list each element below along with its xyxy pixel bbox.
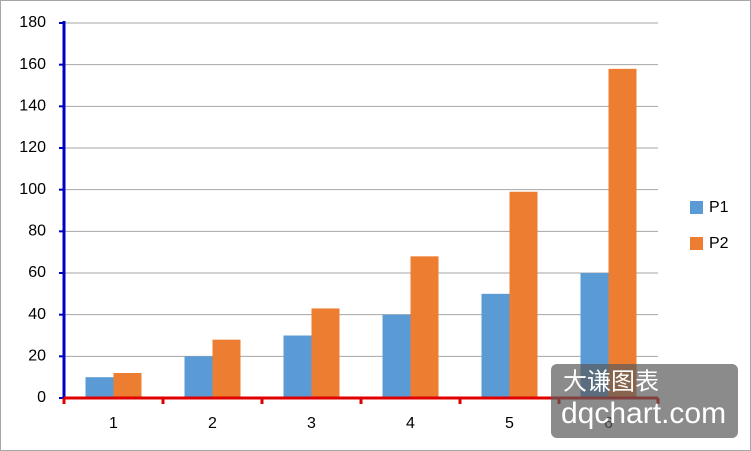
legend-swatch bbox=[690, 201, 703, 214]
y-tick-label: 160 bbox=[19, 56, 46, 73]
y-tick-label: 80 bbox=[28, 223, 46, 240]
x-tick-label: 5 bbox=[505, 415, 514, 432]
bar bbox=[382, 314, 411, 398]
bar bbox=[184, 356, 213, 398]
watermark-text: 大谦图表 bbox=[563, 368, 659, 395]
y-tick-label: 100 bbox=[19, 181, 46, 198]
y-tick-label: 0 bbox=[37, 389, 46, 406]
y-tick-label: 140 bbox=[19, 98, 46, 115]
x-tick-label: 3 bbox=[307, 415, 316, 432]
x-tick-label: 1 bbox=[109, 415, 118, 432]
x-tick-label: 4 bbox=[406, 415, 415, 432]
bar bbox=[509, 191, 538, 398]
y-tick-label: 40 bbox=[28, 306, 46, 323]
bar bbox=[212, 339, 241, 398]
bar bbox=[410, 256, 439, 398]
bar bbox=[85, 377, 114, 398]
legend-label: P2 bbox=[709, 235, 729, 252]
bar bbox=[283, 335, 312, 398]
y-tick-label: 20 bbox=[28, 348, 46, 365]
y-tick-label: 180 bbox=[19, 14, 46, 31]
legend-label: P1 bbox=[709, 199, 729, 216]
legend-swatch bbox=[690, 237, 703, 250]
bar bbox=[113, 373, 142, 398]
bar bbox=[481, 293, 510, 398]
watermark-box bbox=[551, 364, 738, 438]
bar bbox=[311, 308, 340, 398]
watermark-text: dqchart.com bbox=[561, 397, 726, 430]
y-tick-label: 60 bbox=[28, 264, 46, 281]
x-tick-label: 2 bbox=[208, 415, 217, 432]
bar bbox=[608, 68, 637, 398]
y-tick-label: 120 bbox=[19, 139, 46, 156]
